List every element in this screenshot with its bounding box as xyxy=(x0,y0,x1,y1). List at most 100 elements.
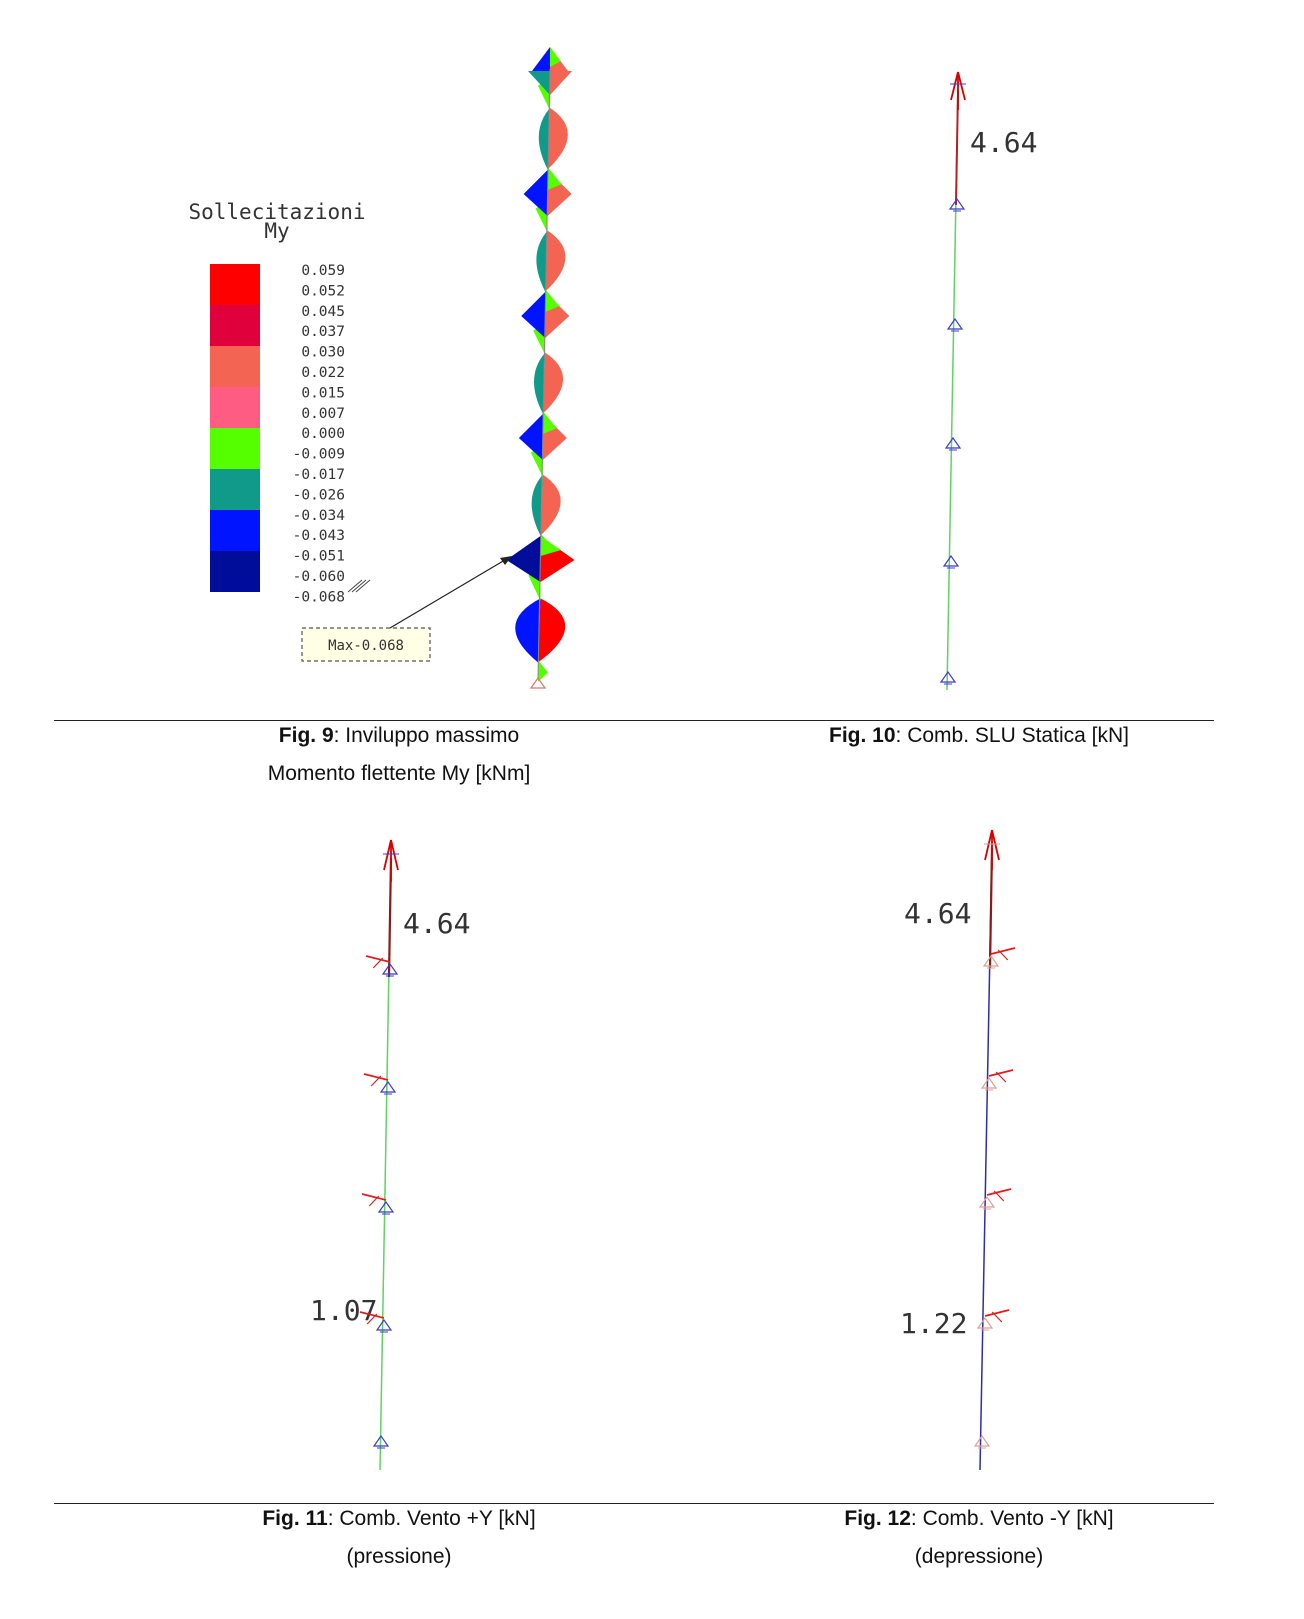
support-node-icon xyxy=(942,554,960,569)
fig12-value-top: 4.64 xyxy=(904,897,971,930)
wind-load-arrow xyxy=(984,1309,1010,1317)
top-arrow xyxy=(950,71,966,110)
fig12-label: Fig. 12 xyxy=(844,1507,911,1530)
wind-load-arrow xyxy=(359,1311,385,1319)
joint-moment-left xyxy=(523,170,548,216)
hatch-mark xyxy=(347,579,371,593)
joint-moment-left xyxy=(521,292,546,338)
legend-title: Sollecitazioni xyxy=(188,200,365,224)
joint-moment-zero xyxy=(545,292,560,312)
fig9-caption-text: : Inviluppo massimo xyxy=(333,724,520,747)
fig11-value-bottom: 1.07 xyxy=(310,1294,377,1327)
fig9-legend: Sollecitazioni My 0.0590.0520.0450.0370.… xyxy=(188,200,371,605)
joint-moment-left xyxy=(518,414,543,460)
top-cap-right xyxy=(550,71,572,95)
top-arrow xyxy=(383,839,399,882)
fig9-beam xyxy=(506,47,575,689)
legend-swatches xyxy=(210,264,260,592)
legend-value: -0.034 xyxy=(293,508,346,524)
support-node-icon xyxy=(976,1316,994,1331)
legend-value: -0.051 xyxy=(293,549,345,565)
legend-value: 0.022 xyxy=(301,365,345,381)
wind-load-arrow xyxy=(365,955,391,963)
moment-lobe-negative xyxy=(531,474,543,536)
max-pointer-arrow xyxy=(389,556,511,629)
fig12-caption-line2: (depressione) xyxy=(914,1545,1044,1568)
support-node-icon xyxy=(375,1318,393,1333)
fig12-value-bottom: 1.22 xyxy=(900,1307,967,1340)
moment-lobe-positive xyxy=(542,352,564,414)
fig10-axial-diagram: 4.64 xyxy=(939,71,1037,691)
max-label-box xyxy=(301,627,431,662)
fig10-nodes xyxy=(939,197,966,685)
fig11-value-top: 4.64 xyxy=(403,907,470,940)
support-node-icon xyxy=(372,1434,390,1449)
fig10-label: Fig. 10 xyxy=(829,724,896,747)
legend-values: 0.059 0.052 0.045 0.037 0.030 0.022 0.015 0.007… xyxy=(293,263,346,605)
support-node-icon xyxy=(980,1076,998,1091)
fig11-label: Fig. 11 xyxy=(262,1507,328,1530)
fig12-caption-text: : Comb. Vento -Y [kN] xyxy=(910,1507,1114,1530)
moment-lobe-negative xyxy=(534,352,546,414)
wind-load-arrow xyxy=(990,947,1016,955)
moment-transition xyxy=(538,659,548,682)
legend-swatch-1 xyxy=(210,305,260,346)
support-node-icon xyxy=(939,670,957,685)
legend-value: 0.030 xyxy=(301,345,345,361)
divider-bottom xyxy=(54,1503,1214,1504)
support-node-icon xyxy=(982,954,1000,969)
moment-lobe-positive xyxy=(540,474,561,536)
legend-subtitle: My xyxy=(264,219,289,243)
fig11-caption-line2: (pressione) xyxy=(346,1545,452,1568)
wind-load-arrow xyxy=(986,1188,1012,1196)
legend-swatch-3 xyxy=(210,387,260,428)
support-node-icon xyxy=(381,962,399,977)
legend-value: 0.059 xyxy=(301,263,345,279)
legend-value: -0.026 xyxy=(293,487,345,503)
fig11-caption: Fig. 11: Comb. Vento +Y [kN] (pressione) xyxy=(54,1500,744,1576)
fig12-caption: Fig. 12: Comb. Vento -Y [kN] (depression… xyxy=(744,1500,1214,1576)
joint-moment-zero xyxy=(542,414,558,434)
max-label: Max-0.068 xyxy=(328,638,404,654)
fig9-label: Fig. 9 xyxy=(278,724,334,747)
legend-value: 0.007 xyxy=(301,406,345,422)
support-node-icon xyxy=(948,197,966,212)
moment-lobe-negative xyxy=(515,598,541,663)
moment-lobe-positive xyxy=(545,230,566,292)
beam-axis xyxy=(537,68,551,679)
joint-moment-zero xyxy=(547,170,563,190)
moment-lobe-negative xyxy=(536,230,548,292)
legend-swatch-4 xyxy=(210,428,260,469)
fig11-axial-diagram: 4.64 1.07 xyxy=(310,839,470,1471)
legend-value: 0.037 xyxy=(301,324,345,340)
joint-moment-left xyxy=(506,536,541,582)
legend-value: 0.045 xyxy=(301,304,345,320)
legend-value: -0.068 xyxy=(293,589,345,605)
support-node-icon xyxy=(978,1195,996,1210)
fig10-caption-text: : Comb. SLU Statica [kN] xyxy=(895,724,1129,747)
legend-value: -0.017 xyxy=(293,467,345,483)
support-node-icon xyxy=(973,1434,991,1449)
legend-value: 0.000 xyxy=(301,426,345,442)
fig10-value-top: 4.64 xyxy=(970,126,1037,159)
fig12-nodes xyxy=(973,947,1016,1449)
wind-load-arrow xyxy=(363,1073,389,1081)
top-arrow xyxy=(984,829,1000,870)
fig9-caption: Fig. 9: Inviluppo massimo Momento flette… xyxy=(54,717,744,793)
support-node-icon xyxy=(379,1080,397,1095)
moment-lobe-negative xyxy=(538,107,550,170)
arrow-head xyxy=(500,556,512,565)
fig12-axial-diagram: 4.64 1.22 xyxy=(900,829,1016,1471)
wind-load-arrow xyxy=(361,1193,387,1201)
legend-value: 0.015 xyxy=(301,385,345,401)
fig9-moment-diagram: Sollecitazioni My 0.0590.0520.0450.0370.… xyxy=(188,47,575,689)
divider-top xyxy=(54,720,1214,721)
moment-lobe-positive xyxy=(538,598,566,663)
legend-value: -0.043 xyxy=(293,528,345,544)
legend-value: -0.060 xyxy=(293,569,345,585)
legend-value: -0.009 xyxy=(293,447,345,463)
fig11-nodes xyxy=(359,955,399,1449)
max-annotation: Max-0.068 xyxy=(301,556,512,662)
base-support-icon xyxy=(529,676,547,689)
fig11-caption-text: : Comb. Vento +Y [kN] xyxy=(327,1507,536,1530)
